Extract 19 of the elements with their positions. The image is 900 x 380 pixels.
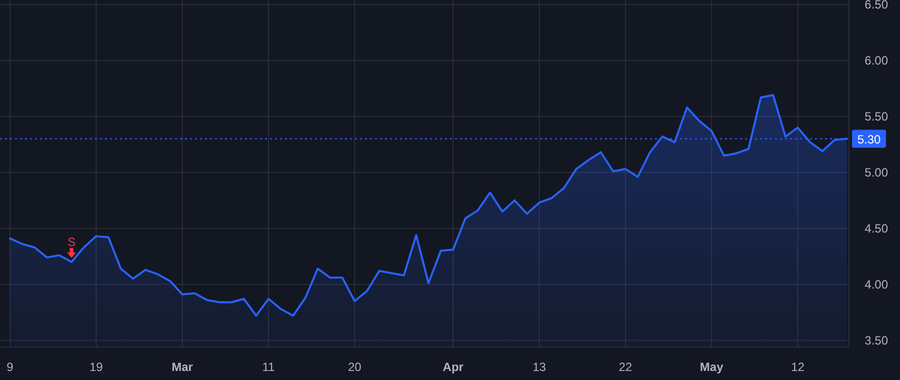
x-tick-label: 13: [532, 360, 546, 374]
x-tick-label: 11: [262, 360, 276, 374]
y-tick-label: 4.50: [864, 221, 888, 236]
y-tick-label: 3.50: [864, 333, 888, 348]
y-tick-label: 6.00: [864, 53, 888, 68]
x-tick-label: Apr: [442, 360, 464, 374]
y-tick-label: 5.50: [864, 109, 888, 124]
x-tick-label: 22: [618, 360, 632, 374]
x-tick-label: 20: [348, 360, 362, 374]
y-tick-label: 6.50: [864, 0, 888, 12]
ref-line-label: 5.30: [857, 132, 881, 146]
x-tick-label: May: [700, 360, 724, 374]
y-tick-label: 5.00: [864, 165, 888, 180]
x-tick-label: Mar: [172, 360, 194, 374]
y-tick-label: 4.00: [864, 277, 888, 292]
x-tick-label: 12: [791, 360, 805, 374]
x-tick-label: 19: [89, 360, 104, 374]
x-tick-label: 9: [6, 360, 14, 374]
annotation: S: [68, 234, 76, 249]
